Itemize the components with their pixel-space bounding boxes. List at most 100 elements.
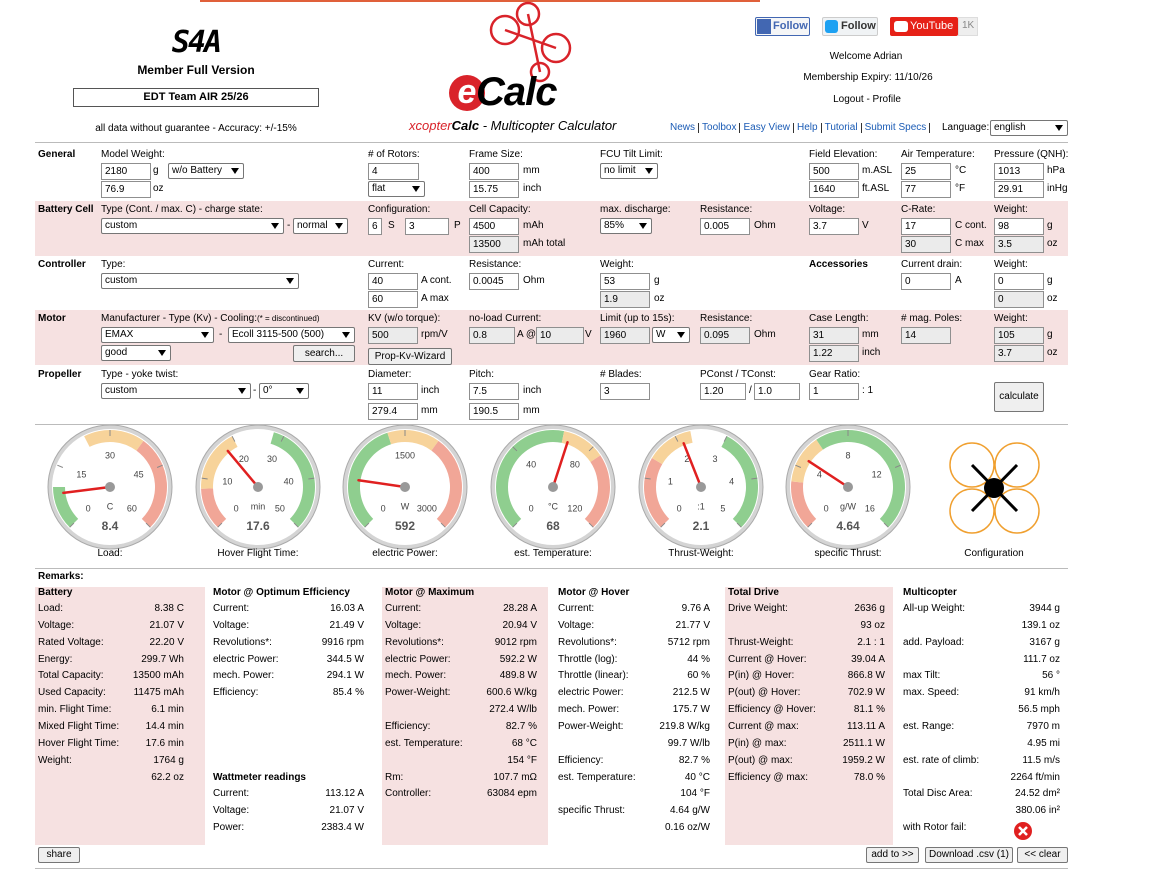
- select[interactable]: flat: [368, 181, 425, 197]
- select[interactable]: Ecoll 3115-500 (500): [228, 327, 355, 343]
- gauge-unit: W: [401, 501, 410, 511]
- footer-button[interactable]: << clear: [1017, 847, 1068, 863]
- remarks: Remarks:: [38, 571, 84, 582]
- gauge-tick: [736, 522, 742, 528]
- select[interactable]: good: [101, 345, 171, 361]
- input[interactable]: 0: [994, 273, 1044, 290]
- nav-link[interactable]: Easy View: [740, 123, 794, 133]
- button[interactable]: calculate: [994, 382, 1044, 412]
- select[interactable]: normal: [293, 218, 348, 234]
- result-label: All-up Weight:: [903, 603, 966, 614]
- unit: oz: [1047, 347, 1058, 358]
- input[interactable]: 4500: [469, 218, 519, 235]
- input[interactable]: 11: [368, 383, 418, 400]
- input[interactable]: 279.4: [368, 403, 418, 420]
- result-value: 24.52 dm²: [1014, 788, 1060, 800]
- result-value: 44 %: [687, 653, 710, 665]
- gauge-hub: [843, 482, 853, 492]
- result-value: 14.4 min: [145, 720, 184, 732]
- input[interactable]: 400: [469, 163, 519, 180]
- input[interactable]: 1.0: [754, 383, 800, 400]
- button[interactable]: Prop-Kv-Wizard: [368, 347, 452, 365]
- result-value: 13500 mAh: [132, 670, 184, 682]
- select[interactable]: w/o Battery: [168, 163, 244, 179]
- result-band: [35, 587, 205, 845]
- footer-button[interactable]: share: [38, 847, 80, 863]
- footer-button[interactable]: add to >>: [866, 847, 919, 863]
- input[interactable]: 0: [901, 273, 951, 290]
- top-accent: [200, 0, 760, 2]
- input[interactable]: 76.9: [101, 181, 151, 198]
- select[interactable]: custom: [101, 273, 299, 289]
- gauge-tick-label: 2: [684, 454, 689, 464]
- input[interactable]: 4: [368, 163, 419, 180]
- readonly-field: 1960: [600, 327, 650, 344]
- input[interactable]: 3: [405, 218, 449, 235]
- input[interactable]: 1: [809, 383, 859, 400]
- input[interactable]: 15.75: [469, 181, 519, 198]
- input[interactable]: 0.0045: [469, 273, 519, 290]
- gauge-tick-label: 16: [865, 503, 875, 513]
- input[interactable]: 3.7: [809, 218, 859, 235]
- nav-link[interactable]: Submit Specs: [862, 123, 931, 133]
- field-label: Field Elevation:: [809, 149, 878, 160]
- youtube-count-box: [958, 17, 978, 36]
- result-value: 8.38 C: [154, 603, 184, 614]
- button[interactable]: search...: [293, 344, 355, 362]
- facebook-follow[interactable]: Follow: [773, 20, 808, 32]
- select[interactable]: W: [652, 327, 690, 343]
- result-value: 219.8 W/kg: [659, 720, 710, 732]
- nav-link[interactable]: Help: [794, 123, 822, 133]
- field-label: Type - yoke twist:: [101, 369, 179, 380]
- input[interactable]: 1.20: [700, 383, 746, 400]
- input[interactable]: 60: [368, 291, 418, 308]
- app-subtitle: xcopterCalc - Multicopter Calculator: [409, 118, 616, 134]
- gauge-rule: [35, 568, 1068, 569]
- select[interactable]: 0°: [259, 383, 309, 399]
- select[interactable]: 85%: [600, 218, 652, 234]
- input[interactable]: 1640: [809, 181, 859, 198]
- result-label: Power-Weight:: [558, 720, 624, 732]
- result-value: 4.95 mi: [1027, 737, 1060, 749]
- nav-link[interactable]: Toolbox: [699, 123, 741, 133]
- input[interactable]: 2180: [101, 163, 151, 180]
- select[interactable]: custom: [101, 218, 284, 234]
- language-select[interactable]: english: [990, 120, 1068, 136]
- unit: -: [253, 385, 257, 396]
- input[interactable]: 77: [901, 181, 951, 198]
- unit: inch: [523, 385, 542, 396]
- input[interactable]: 7.5: [469, 383, 519, 400]
- input[interactable]: 1013: [994, 163, 1044, 180]
- youtube-label[interactable]: YouTube: [910, 20, 954, 32]
- gauge-tick: [588, 446, 594, 452]
- select[interactable]: custom: [101, 383, 251, 399]
- result-value: 99.7 W/lb: [667, 737, 710, 749]
- gauge-needle: [551, 441, 569, 489]
- result-value: 104 °F: [680, 788, 710, 800]
- input[interactable]: 3: [600, 383, 650, 400]
- input[interactable]: 500: [809, 163, 859, 180]
- field-label: # of Rotors:: [368, 149, 420, 160]
- input[interactable]: 6: [368, 218, 382, 235]
- input[interactable]: 29.91: [994, 181, 1044, 198]
- nav-link[interactable]: Tutorial: [822, 123, 862, 133]
- result-value: 489.8 W: [499, 670, 537, 682]
- input[interactable]: 0.005: [700, 218, 750, 235]
- input[interactable]: 98: [994, 218, 1044, 235]
- input[interactable]: 17: [901, 218, 951, 235]
- select[interactable]: EMAX: [101, 327, 214, 343]
- ecalc-logo-rotors: [489, 1, 572, 83]
- select[interactable]: no limit: [600, 163, 658, 179]
- footer-button[interactable]: Download .csv (1): [925, 847, 1013, 863]
- result-label: Used Capacity:: [38, 687, 106, 699]
- input[interactable]: 190.5: [469, 403, 519, 420]
- result-label: Efficiency:: [213, 687, 259, 699]
- input[interactable]: 25: [901, 163, 951, 180]
- nav-link[interactable]: News: [667, 123, 700, 133]
- input[interactable]: 53: [600, 273, 650, 290]
- result-subtitle: Wattmeter readings: [213, 771, 306, 783]
- gauge-tick-label: 15: [76, 470, 86, 480]
- input[interactable]: 40: [368, 273, 418, 290]
- twitter-follow[interactable]: Follow: [841, 20, 876, 32]
- result-value: 299.7 Wh: [141, 653, 184, 665]
